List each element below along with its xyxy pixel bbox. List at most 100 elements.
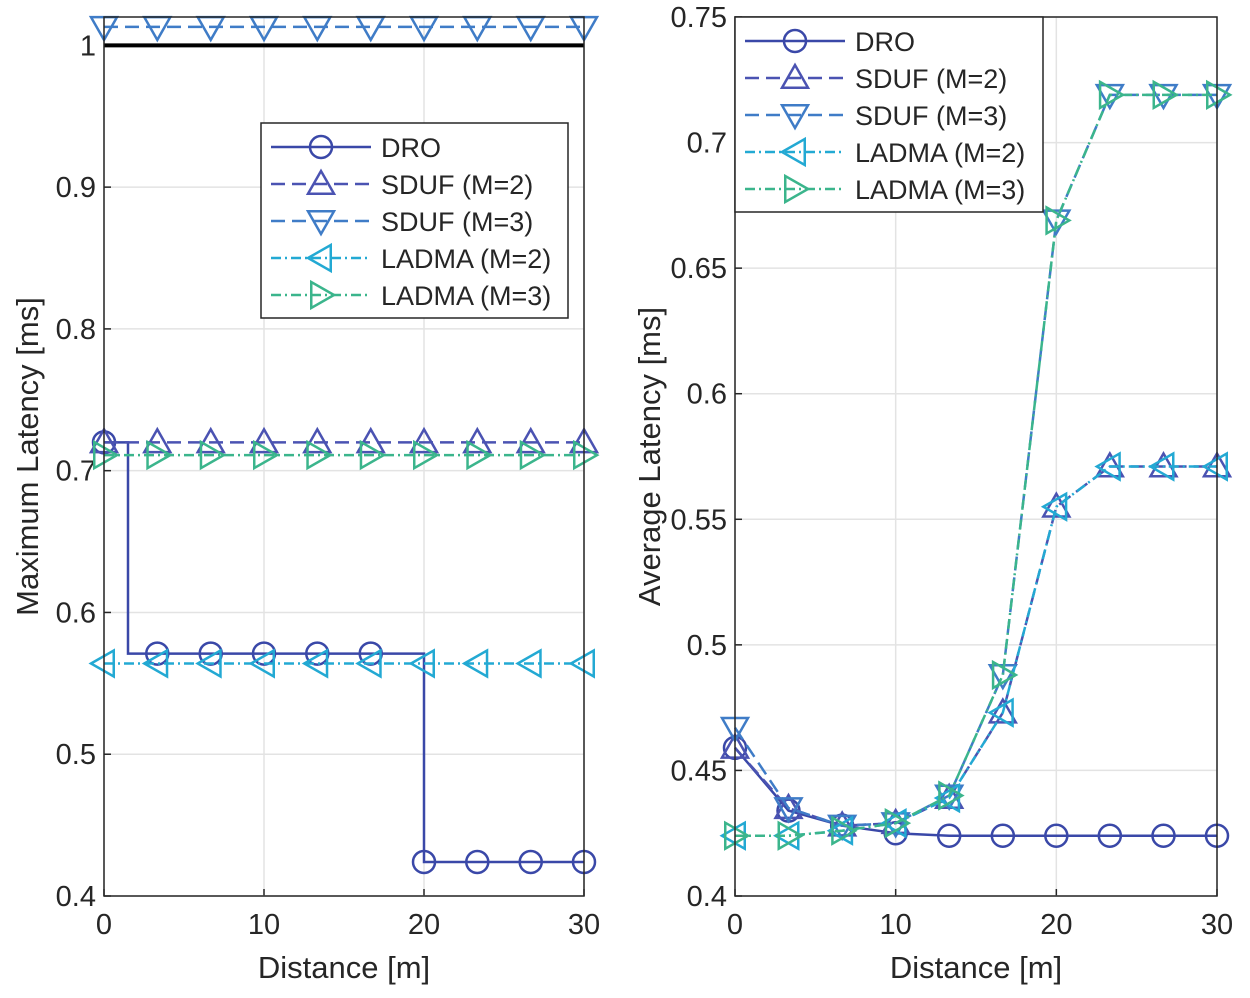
data-point-LADMA3	[1045, 205, 1072, 236]
legend-label: LADMA (M=2)	[381, 244, 551, 274]
y-tick-label: 0.4	[687, 881, 727, 913]
data-point-DRO	[1097, 823, 1123, 848]
series-line-LADMA3	[735, 93, 1217, 837]
x-tick-label: 30	[568, 909, 600, 941]
legend: DRO SDUF (M=2) SDUF (M=3) LADMA (M=2) LADMA …	[734, 16, 1044, 213]
x-tick-label: 20	[408, 909, 440, 941]
data-point-LADMA2	[1147, 451, 1175, 482]
data-point-DRO	[465, 849, 490, 875]
data-point-SDUF2	[142, 426, 173, 454]
data-point-SDUF2	[355, 426, 386, 454]
x-tick-label: 0	[727, 909, 743, 941]
y-axis-label: Maximum Latency [ms]	[10, 297, 45, 616]
y-tick-label: 0.75	[671, 2, 727, 34]
data-point-LADMA3	[413, 439, 440, 471]
data-point-LADMA2	[248, 648, 275, 679]
x-tick-label: 0	[96, 909, 112, 941]
x-tick-label: 30	[1201, 909, 1233, 941]
y-axis-label: Average Latency [ms]	[632, 307, 667, 606]
axes-box	[103, 16, 585, 897]
legend-marker-DRO	[308, 134, 334, 160]
data-point-LADMA3	[938, 780, 965, 811]
data-point-SDUF3	[1041, 209, 1072, 236]
data-point-LADMA3	[573, 439, 600, 471]
data-point-LADMA3	[884, 808, 912, 839]
data-point-LADMA2	[515, 648, 542, 679]
data-point-SDUF3	[934, 784, 965, 812]
data-point-LADMA3	[199, 439, 227, 471]
x-tick-label: 10	[248, 909, 280, 941]
legend-marker-DRO	[782, 28, 808, 54]
y-tick-label: 0.4	[56, 881, 96, 913]
y-tick-label: 1	[80, 30, 96, 62]
y-tick-label: 0.55	[671, 504, 727, 536]
data-point-LADMA3	[1152, 79, 1180, 111]
data-point-LADMA3	[93, 439, 120, 471]
data-point-DRO	[1151, 823, 1176, 848]
legend-marker-LADMA2	[779, 136, 806, 168]
legend-marker-SDUF3	[779, 104, 811, 131]
legend-label: SDUF (M=2)	[381, 170, 533, 200]
data-point-LADMA2	[987, 697, 1014, 728]
data-point-SDUF2	[462, 426, 493, 454]
data-point-SDUF2	[773, 792, 804, 820]
legend: DRO SDUF (M=2) SDUF (M=3) LADMA (M=2) LADMA …	[260, 122, 569, 319]
y-tick-label: 0.7	[687, 128, 727, 160]
data-point-SDUF2	[408, 426, 440, 454]
data-point-LADMA2	[568, 648, 595, 679]
legend-marker-SDUF3	[305, 210, 337, 237]
data-point-LADMA3	[724, 820, 751, 851]
data-point-LADMA3	[306, 439, 333, 471]
data-point-LADMA2	[408, 648, 435, 679]
data-point-SDUF3	[1148, 83, 1179, 111]
y-tick-label: 0.9	[56, 172, 96, 204]
data-point-LADMA2	[1201, 451, 1228, 482]
data-point-LADMA2	[880, 808, 907, 839]
data-point-SDUF3	[773, 797, 804, 824]
data-point-LADMA2	[826, 815, 854, 846]
data-point-LADMA3	[831, 815, 858, 846]
x-tick-label: 10	[880, 909, 912, 941]
legend-marker-SDUF2	[305, 168, 337, 195]
data-point-SDUF2	[1148, 451, 1179, 478]
data-point-LADMA2	[301, 648, 329, 679]
data-point-LADMA3	[519, 439, 547, 471]
x-axis-label: Distance [m]	[890, 950, 1062, 985]
data-point-DRO	[518, 849, 543, 875]
data-point-SDUF2	[248, 426, 280, 454]
data-point-DRO	[990, 823, 1016, 848]
data-point-LADMA3	[359, 439, 387, 471]
y-tick-label: 0.5	[687, 630, 727, 662]
x-tick-label: 20	[1040, 909, 1072, 941]
y-tick-label: 0.6	[56, 597, 96, 629]
data-point-LADMA3	[1206, 79, 1233, 111]
y-tick-label: 0.5	[56, 739, 96, 771]
y-tick-label: 0.8	[56, 314, 96, 346]
legend-marker-LADMA3	[310, 279, 337, 311]
legend-label: DRO	[381, 133, 441, 163]
data-point-LADMA2	[141, 648, 169, 679]
legend-label: SDUF (M=3)	[381, 207, 533, 237]
data-point-LADMA3	[1098, 79, 1126, 111]
data-point-SDUF2	[195, 426, 226, 454]
data-point-SDUF3	[1094, 83, 1125, 111]
data-point-LADMA3	[777, 820, 805, 851]
data-point-LADMA2	[461, 648, 489, 679]
data-point-LADMA3	[991, 659, 1019, 691]
data-point-LADMA2	[195, 648, 222, 679]
data-point-SDUF2	[515, 426, 546, 454]
legend-marker-SDUF2	[779, 62, 811, 89]
data-point-LADMA3	[146, 439, 173, 471]
data-point-LADMA2	[355, 648, 382, 679]
legend-label: LADMA (M=3)	[855, 175, 1025, 205]
legend-marker-LADMA2	[305, 242, 332, 274]
legend-label: SDUF (M=3)	[855, 101, 1007, 131]
y-tick-label: 0.6	[687, 379, 727, 411]
data-point-DRO	[936, 823, 962, 848]
x-axis-label: Distance [m]	[258, 950, 430, 985]
data-point-LADMA3	[466, 439, 493, 471]
y-tick-label: 0.45	[671, 755, 727, 787]
data-point-LADMA2	[88, 648, 115, 679]
data-point-SDUF2	[1041, 491, 1072, 518]
